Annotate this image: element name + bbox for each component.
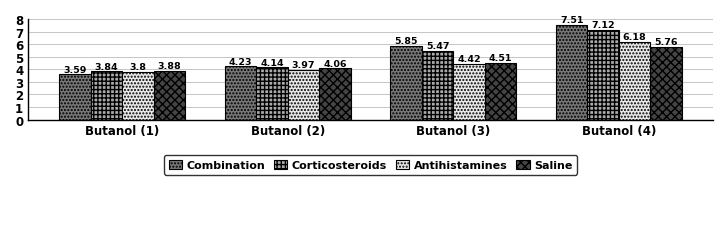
Bar <box>256 68 288 120</box>
Text: 7.12: 7.12 <box>591 21 615 30</box>
Bar <box>454 65 485 120</box>
Text: 3.88: 3.88 <box>157 62 181 71</box>
Bar <box>225 67 256 120</box>
Bar <box>587 31 619 120</box>
Text: 4.14: 4.14 <box>260 58 284 68</box>
Text: 5.85: 5.85 <box>395 37 418 46</box>
Text: 5.76: 5.76 <box>654 38 678 47</box>
Legend: Combination, Corticosteroids, Antihistamines, Saline: Combination, Corticosteroids, Antihistam… <box>164 156 577 175</box>
Bar <box>556 26 587 120</box>
Text: 4.42: 4.42 <box>457 55 481 64</box>
Text: 6.18: 6.18 <box>622 33 646 42</box>
Bar <box>390 47 422 120</box>
Text: 5.47: 5.47 <box>426 42 449 51</box>
Text: 3.84: 3.84 <box>95 62 118 71</box>
Text: 4.06: 4.06 <box>323 60 347 68</box>
Text: 3.59: 3.59 <box>63 66 87 74</box>
Text: 3.97: 3.97 <box>292 61 315 70</box>
Text: 4.51: 4.51 <box>488 54 513 63</box>
Bar <box>122 72 154 120</box>
Text: 7.51: 7.51 <box>560 16 584 25</box>
Bar <box>91 72 122 120</box>
Bar <box>154 72 185 120</box>
Text: 3.8: 3.8 <box>130 63 146 72</box>
Bar <box>485 64 516 120</box>
Bar <box>319 69 351 120</box>
Bar <box>650 48 682 120</box>
Bar <box>59 75 91 120</box>
Text: 4.23: 4.23 <box>229 58 253 66</box>
Bar <box>619 43 650 120</box>
Bar <box>422 52 454 120</box>
Bar <box>288 70 319 120</box>
